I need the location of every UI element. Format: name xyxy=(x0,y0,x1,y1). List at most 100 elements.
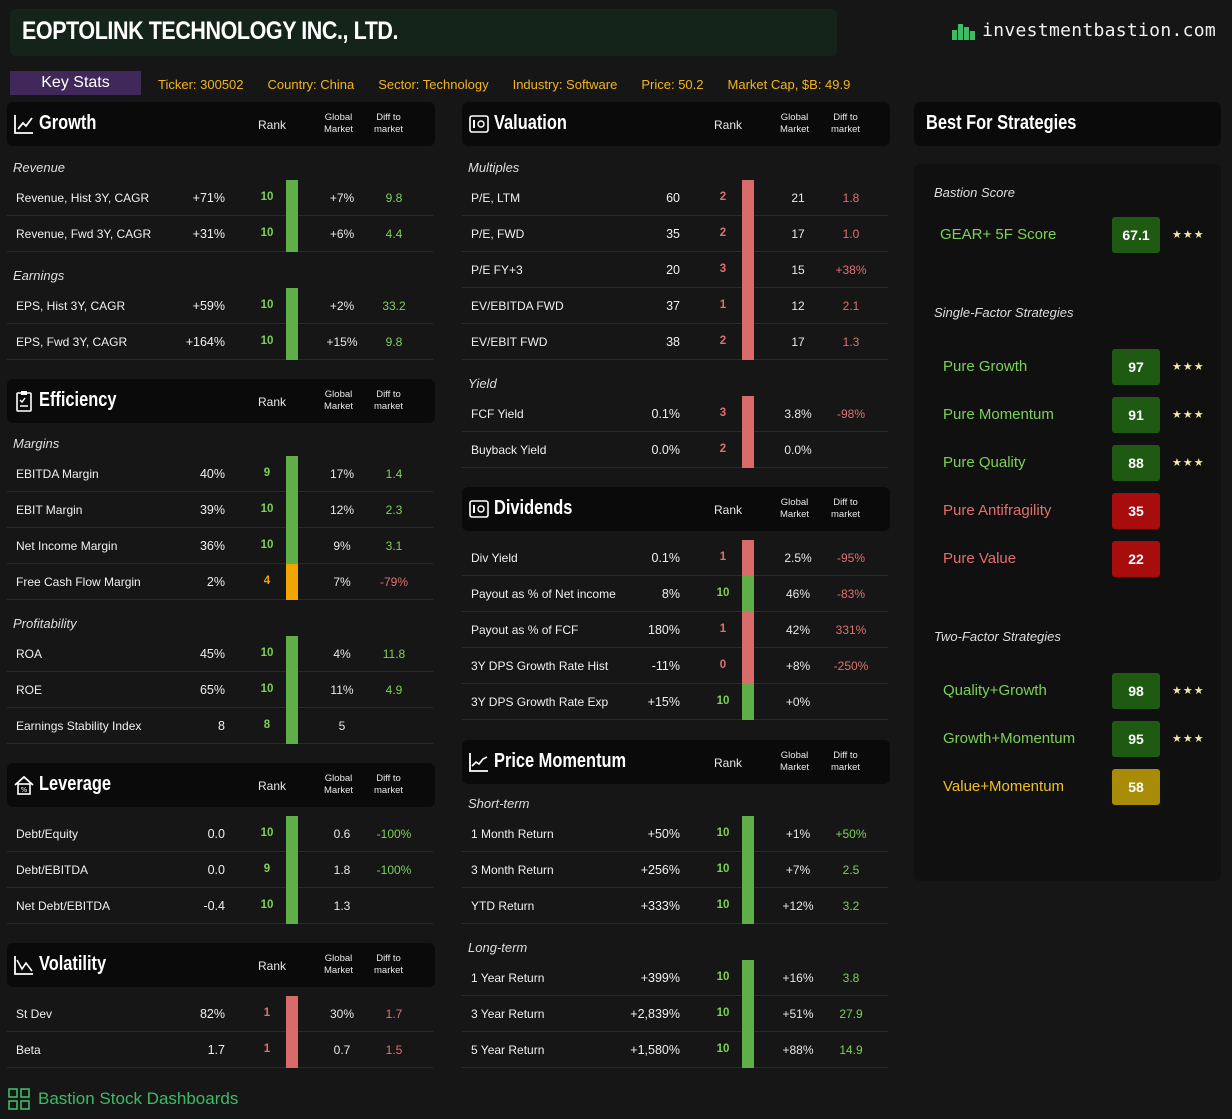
rank-bar xyxy=(742,396,754,432)
rank-column-header: Rank xyxy=(258,118,287,132)
price: Price: 50.2 xyxy=(641,77,704,92)
rank-bar xyxy=(742,540,754,576)
metric-value: 60 xyxy=(666,191,680,205)
strategy-name[interactable]: Pure Value xyxy=(943,550,1017,567)
rank-bar xyxy=(742,888,754,924)
section-label: Short-term xyxy=(468,796,530,811)
star-rating-icon: ★★★ xyxy=(1172,361,1205,373)
metric-row: Revenue, Fwd 3Y, CAGR +31% 10 +6% 4.4 xyxy=(7,216,433,252)
rank-bar xyxy=(286,636,298,672)
rank-bar xyxy=(742,180,754,216)
metric-label: Free Cash Flow Margin xyxy=(16,575,141,589)
strategy-name[interactable]: Pure Growth xyxy=(943,358,1028,375)
metric-rank: 4 xyxy=(263,575,271,587)
diff-column-header: Diff to market xyxy=(831,112,861,135)
section-label: Multiples xyxy=(468,160,520,175)
metric-row: EV/EBITDA FWD 37 1 12 2.1 xyxy=(462,288,888,324)
diff-to-market-value: 4.4 xyxy=(385,227,403,241)
metric-value: 39% xyxy=(199,503,225,517)
global-market-value: 5 xyxy=(338,719,346,733)
metric-label: EPS, Fwd 3Y, CAGR xyxy=(16,335,128,349)
metric-row: P/E FY+3 20 3 15 +38% xyxy=(462,252,888,288)
rank-bar xyxy=(742,432,754,468)
rank-column-header: Rank xyxy=(258,779,287,793)
metric-rank: 10 xyxy=(260,827,274,839)
strategy-name[interactable]: Value+Momentum xyxy=(943,778,1065,795)
footer-link[interactable]: Bastion Stock Dashboards xyxy=(8,1088,238,1110)
metric-rank: 10 xyxy=(716,1007,730,1019)
metric-value: 40% xyxy=(199,467,225,481)
metric-value: +59% xyxy=(192,299,225,313)
strategy-score-badge: 22 xyxy=(1112,541,1160,577)
global-market-value: 1.8 xyxy=(333,863,351,877)
rank-bar xyxy=(742,816,754,852)
metric-label: FCF Yield xyxy=(471,407,524,421)
metric-rank: 1 xyxy=(719,623,727,635)
metric-row: 3 Month Return +256% 10 +7% 2.5 xyxy=(462,852,888,888)
metric-value: 35 xyxy=(666,227,680,241)
diff-column-header: Diff to market xyxy=(831,497,861,520)
metric-label: 3Y DPS Growth Rate Hist xyxy=(471,659,609,673)
global-market-value: 2.5% xyxy=(784,551,812,565)
rank-bar xyxy=(742,612,754,648)
metric-row: Earnings Stability Index 8 8 5 xyxy=(7,708,433,744)
metric-label: P/E FY+3 xyxy=(471,263,523,277)
metric-row: EBIT Margin 39% 10 12% 2.3 xyxy=(7,492,433,528)
global-market-value: +1% xyxy=(785,827,811,841)
diff-to-market-value: -100% xyxy=(376,827,412,841)
valuation-header: Valuation Rank Global Market Diff to market xyxy=(462,102,890,146)
metric-label: Revenue, Hist 3Y, CAGR xyxy=(16,191,150,205)
metric-rank: 2 xyxy=(719,191,727,203)
global-market-value: 17 xyxy=(791,227,805,241)
diff-to-market-value: 1.4 xyxy=(385,467,403,481)
metric-value: 1.7 xyxy=(207,1043,225,1057)
metric-label: Payout as % of Net income xyxy=(471,587,616,601)
metric-rank: 10 xyxy=(260,647,274,659)
footer-label: Bastion Stock Dashboards xyxy=(38,1089,239,1108)
metric-rank: 1 xyxy=(719,551,727,563)
sector: Sector: Technology xyxy=(378,77,489,92)
metric-row: Revenue, Hist 3Y, CAGR +71% 10 +7% 9.8 xyxy=(7,180,433,216)
global-market-value: +16% xyxy=(782,971,814,985)
metric-label: 1 Month Return xyxy=(471,827,554,841)
metric-rank: 2 xyxy=(719,335,727,347)
rank-bar xyxy=(742,852,754,888)
metric-label: 1 Year Return xyxy=(471,971,545,985)
strategy-name[interactable]: GEAR+ 5F Score xyxy=(940,226,1057,243)
metric-row: Net Income Margin 36% 10 9% 3.1 xyxy=(7,528,433,564)
diff-to-market-value: 3.1 xyxy=(385,539,403,553)
strategy-name[interactable]: Pure Momentum xyxy=(943,406,1054,423)
metric-rank: 10 xyxy=(260,683,274,695)
metric-rank: 8 xyxy=(263,719,271,731)
metric-row: P/E, FWD 35 2 17 1.0 xyxy=(462,216,888,252)
two-factor-label: Two-Factor Strategies xyxy=(934,629,1061,644)
metric-label: Div Yield xyxy=(471,551,518,565)
rank-column-header: Rank xyxy=(714,756,743,770)
metric-rank: 10 xyxy=(716,863,730,875)
strategy-name[interactable]: Pure Antifragility xyxy=(943,502,1052,519)
global-market-column-header: Global Market xyxy=(324,112,354,135)
strategy-name[interactable]: Growth+Momentum xyxy=(943,730,1076,747)
brand[interactable]: investmentbastion.com xyxy=(952,20,1216,41)
section-label: Earnings xyxy=(13,268,65,283)
global-market-value: 1.3 xyxy=(333,899,351,913)
metric-rank: 1 xyxy=(263,1007,271,1019)
diff-column-header: Diff to market xyxy=(374,112,404,135)
metric-row: Beta 1.7 1 0.7 1.5 xyxy=(7,1032,433,1068)
metric-row: Free Cash Flow Margin 2% 4 7% -79% xyxy=(7,564,433,600)
svg-text:%: % xyxy=(21,786,28,794)
metric-value: 38 xyxy=(666,335,680,349)
industry: Industry: Software xyxy=(512,77,618,92)
strategy-name[interactable]: Quality+Growth xyxy=(943,682,1047,699)
metric-value: 82% xyxy=(199,1007,225,1021)
metric-value: +256% xyxy=(640,863,680,877)
metric-rank: 9 xyxy=(263,467,271,479)
metric-label: Debt/Equity xyxy=(16,827,79,841)
diff-to-market-value: 2.5 xyxy=(842,863,860,877)
metric-value: 8% xyxy=(661,587,680,601)
line-chart-icon xyxy=(13,113,35,135)
growth-title: Growth xyxy=(39,112,97,134)
metric-value: 0.1% xyxy=(651,407,681,421)
strategy-name[interactable]: Pure Quality xyxy=(943,454,1026,471)
metric-label: 5 Year Return xyxy=(471,1043,545,1057)
